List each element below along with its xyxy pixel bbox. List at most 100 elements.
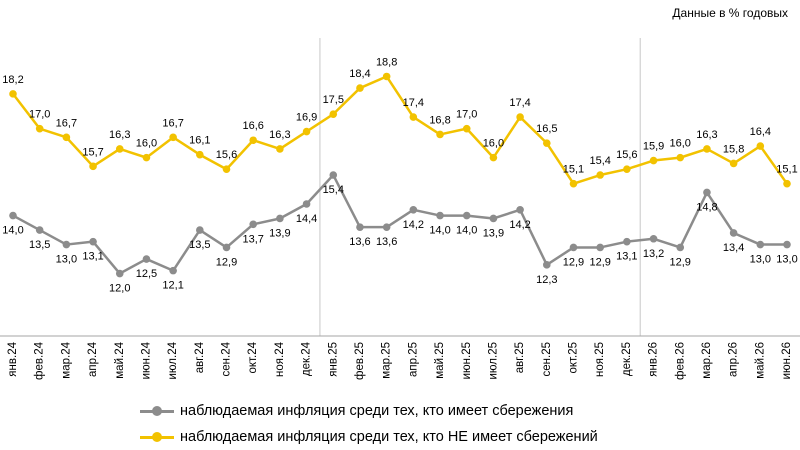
data-label: 13,2 (643, 248, 664, 260)
data-label: 12,9 (670, 256, 691, 268)
data-point (516, 113, 524, 121)
legend: наблюдаемая инфляция среди тех, кто имее… (140, 398, 598, 450)
x-tick-label: апр.25 (407, 342, 419, 377)
data-label: 17,4 (403, 97, 424, 109)
data-label: 13,7 (242, 233, 263, 245)
x-tick-label: июн.25 (461, 342, 473, 379)
data-label: 15,6 (216, 149, 237, 161)
data-label: 12,5 (136, 268, 157, 280)
x-tick-label: янв.24 (7, 341, 19, 376)
data-label: 18,2 (2, 74, 23, 86)
x-tick-label: ноя.25 (594, 342, 606, 377)
x-tick-label: янв.26 (648, 342, 660, 377)
legend-swatch-savers (140, 405, 174, 417)
value-labels: 14,0 13,5 13,0 13,1 12,0 12,5 12,1 13,5 12,9 13,7… (2, 56, 797, 294)
data-point (142, 153, 151, 162)
data-point (542, 139, 551, 147)
x-tick-label: май.24 (114, 341, 126, 378)
data-label: 15,1 (776, 164, 797, 176)
data-label: 14,4 (296, 213, 317, 225)
data-point (729, 229, 738, 237)
data-label: 16,4 (750, 126, 771, 138)
data-label: 17,0 (29, 109, 50, 121)
data-point (409, 113, 418, 121)
data-point (623, 165, 631, 174)
data-point (115, 145, 124, 153)
data-point (676, 243, 685, 252)
data-point (62, 240, 71, 249)
data-point (489, 214, 498, 223)
data-point (596, 171, 604, 179)
data-point (703, 145, 711, 153)
data-point (329, 171, 338, 179)
data-label: 17,5 (323, 94, 344, 106)
x-tick-label: апр.24 (87, 341, 99, 377)
data-point (783, 240, 791, 249)
data-point (62, 133, 71, 142)
data-point (409, 205, 418, 214)
data-point (729, 159, 738, 168)
data-label: 13,0 (776, 254, 797, 266)
year-dividers (319, 38, 641, 336)
data-label: 14,0 (456, 225, 477, 237)
data-point (783, 179, 791, 188)
data-point (169, 266, 177, 275)
data-point (115, 269, 124, 278)
data-point (249, 220, 258, 229)
data-label: 18,8 (376, 56, 397, 68)
data-point (169, 133, 177, 142)
data-point (756, 240, 765, 249)
data-point (142, 255, 151, 263)
data-label: 16,8 (429, 114, 450, 126)
data-point (676, 153, 685, 162)
data-label: 15,4 (323, 184, 344, 196)
data-label: 13,6 (349, 236, 370, 248)
x-tick-label: авг.24 (194, 341, 206, 373)
series-line-1 (12, 75, 789, 185)
x-tick-label: май.25 (434, 342, 446, 379)
data-label: 15,9 (643, 141, 664, 153)
data-point (302, 200, 311, 208)
legend-item-savers: наблюдаемая инфляция среди тех, кто имее… (140, 398, 598, 424)
data-label: 16,6 (242, 120, 263, 132)
x-tick-label: июн.26 (781, 342, 793, 379)
data-label: 15,1 (563, 164, 584, 176)
data-label: 17,0 (456, 109, 477, 121)
data-point (35, 226, 44, 234)
series-line-0 (12, 173, 787, 275)
data-point (462, 211, 471, 220)
x-tick-label: сен.25 (541, 342, 553, 376)
data-point (329, 110, 338, 118)
unit-note: Данные в % годовых (672, 6, 788, 20)
data-label: 16,0 (670, 138, 691, 150)
data-point (462, 124, 471, 133)
x-tick-label: ноя.24 (274, 341, 286, 377)
data-point (382, 223, 391, 231)
data-point (596, 243, 604, 252)
data-label: 17,4 (509, 97, 530, 109)
x-tick-labels: янв.24 фев.24 мар.24 апр.24 май.24 июн.24 июл.… (7, 341, 793, 380)
data-point (356, 223, 364, 231)
x-tick-label: авг.25 (514, 342, 526, 373)
data-label: 13,9 (483, 227, 504, 239)
data-label: 14,0 (429, 225, 450, 237)
data-label: 13,5 (189, 239, 210, 251)
data-point (9, 211, 17, 220)
data-label: 14,8 (696, 201, 717, 213)
series-lines (12, 75, 789, 275)
data-label: 15,6 (616, 149, 637, 161)
legend-label-savers: наблюдаемая инфляция среди тех, кто имее… (180, 403, 574, 419)
data-label: 14,2 (509, 219, 530, 231)
data-point (649, 234, 658, 243)
data-label: 13,6 (376, 236, 397, 248)
data-point (222, 165, 231, 174)
data-label: 12,9 (216, 256, 237, 268)
legend-swatch-non-savers (140, 431, 174, 443)
data-point (249, 136, 258, 145)
x-tick-label: мар.24 (60, 341, 72, 378)
data-label: 15,7 (82, 146, 103, 158)
data-point (623, 237, 631, 246)
series-points (9, 72, 791, 278)
x-tick-label: май.26 (754, 342, 766, 379)
x-tick-label: июл.25 (487, 342, 499, 380)
